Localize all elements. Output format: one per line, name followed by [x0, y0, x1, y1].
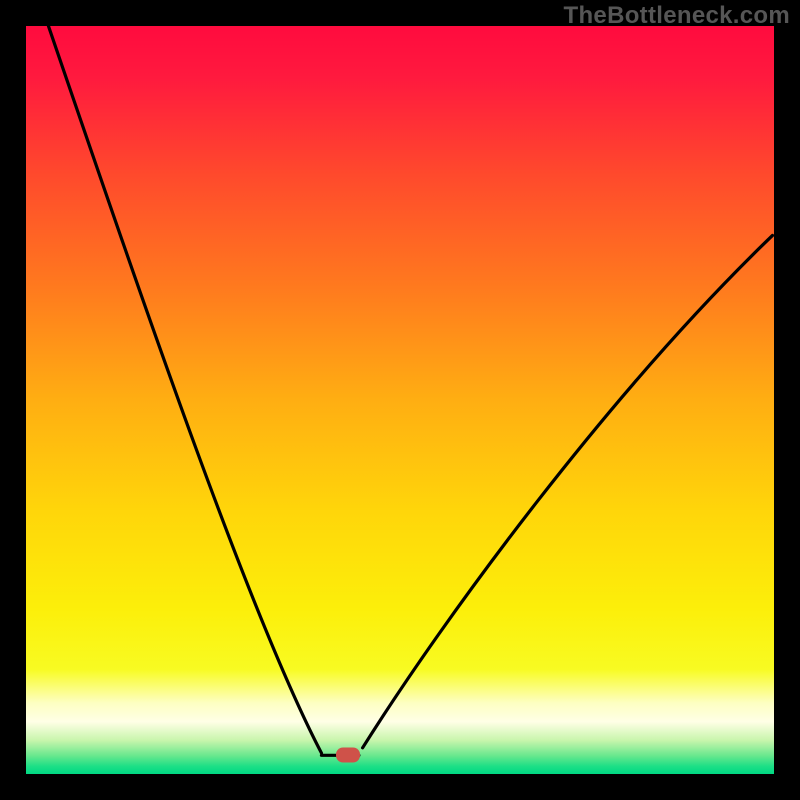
curve-left-branch	[48, 26, 321, 753]
watermark-label: TheBottleneck.com	[564, 2, 790, 30]
curve-layer	[26, 26, 774, 774]
curve-right-branch	[363, 235, 773, 747]
outer-frame: TheBottleneck.com	[0, 0, 800, 800]
plot-area	[26, 26, 774, 774]
optimal-point-marker	[336, 748, 360, 763]
